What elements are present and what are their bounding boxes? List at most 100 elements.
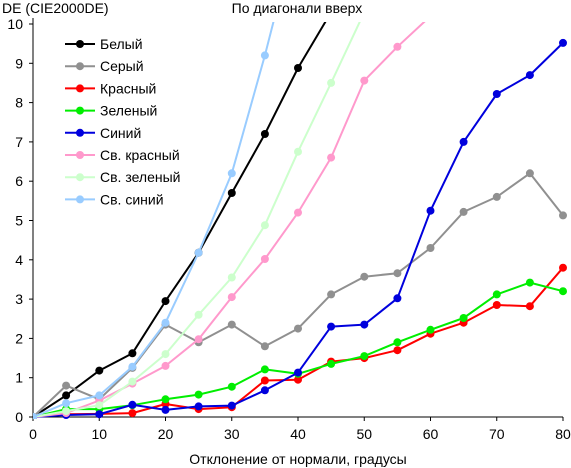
data-point — [492, 290, 501, 299]
data-point — [128, 400, 137, 409]
data-point — [260, 130, 269, 138]
data-point — [426, 325, 435, 334]
chart-title: По диагонали вверх — [232, 0, 363, 16]
legend-entry: Св. синий — [65, 191, 164, 207]
data-point — [360, 272, 369, 281]
data-point — [260, 386, 269, 395]
data-point — [393, 338, 402, 347]
data-point — [62, 391, 71, 400]
data-point — [62, 399, 71, 408]
series-line — [33, 22, 361, 418]
data-point — [161, 318, 170, 327]
data-point — [294, 208, 302, 217]
legend-label: Синий — [100, 125, 141, 141]
y-tick-label: 0 — [15, 409, 23, 425]
data-point — [227, 293, 236, 302]
data-point — [492, 301, 501, 309]
legend-label: Красный — [100, 80, 156, 96]
legend-swatch-marker — [76, 128, 84, 137]
data-point — [161, 405, 170, 414]
data-point — [525, 169, 534, 178]
y-tick-label: 6 — [15, 173, 23, 189]
data-point — [260, 221, 269, 230]
x-tick-label: 70 — [489, 426, 505, 442]
data-point — [194, 248, 203, 257]
data-point — [393, 269, 402, 278]
legend-entry: Серый — [65, 58, 144, 74]
data-point — [426, 206, 435, 215]
data-point — [426, 244, 435, 252]
data-point — [161, 395, 170, 404]
data-point — [360, 320, 369, 329]
data-point — [260, 365, 269, 374]
data-point — [525, 302, 534, 311]
data-point — [427, 12, 435, 20]
legend-entry: Синий — [65, 125, 141, 141]
data-point — [559, 263, 567, 272]
y-tick-label: 8 — [15, 95, 23, 111]
data-point — [227, 189, 236, 197]
legend-entry: Св. зеленый — [65, 169, 180, 185]
x-tick-label: 50 — [356, 426, 372, 442]
data-point — [360, 352, 369, 361]
data-point — [128, 362, 137, 371]
data-point — [161, 297, 170, 306]
legend: Белый Серый Красный Зеленый Синий Св. красный… — [65, 36, 180, 207]
legend-swatch-marker — [76, 40, 84, 48]
series-line — [33, 22, 426, 418]
legend-label: Св. красный — [100, 147, 180, 163]
data-point — [128, 409, 137, 418]
data-point — [128, 349, 137, 358]
data-point — [459, 314, 468, 322]
series-line — [33, 22, 327, 418]
data-point — [559, 38, 567, 47]
data-point — [327, 78, 336, 87]
data-point — [194, 335, 203, 344]
y-axis-label: DE (CIE2000DE) — [2, 0, 109, 16]
data-point — [327, 153, 336, 162]
legend-label: Серый — [100, 58, 144, 74]
data-point — [294, 375, 302, 384]
data-point — [95, 391, 104, 400]
data-point — [327, 322, 336, 331]
data-point — [95, 410, 104, 419]
series-line — [33, 42, 564, 418]
data-point — [360, 76, 369, 85]
data-point — [95, 401, 104, 410]
data-point — [194, 310, 203, 319]
data-point — [161, 361, 170, 370]
x-tick-label: 30 — [224, 426, 240, 442]
data-point — [294, 147, 302, 156]
legend-swatch-marker — [76, 84, 84, 93]
data-point — [393, 294, 402, 303]
legend-entry: Красный — [65, 80, 156, 96]
series-909090 — [33, 169, 567, 419]
x-axis-label: Отклонение от нормали, градусы — [189, 451, 406, 467]
data-point — [194, 390, 203, 399]
data-point — [227, 169, 236, 178]
y-tick-label: 3 — [15, 291, 23, 307]
data-point — [62, 381, 71, 390]
y-tick-label: 10 — [7, 16, 23, 32]
data-point — [559, 287, 567, 296]
data-point — [260, 342, 269, 351]
x-tick-label: 10 — [91, 426, 107, 442]
axes: 0 1 2 3 4 5 6 7 8 9 10 0 10 20 30 40 50 60 70 80 — [7, 16, 571, 442]
series-00ee00 — [33, 278, 567, 419]
data-point — [62, 407, 71, 416]
legend-swatch-marker — [76, 62, 84, 71]
x-tick-label: 60 — [423, 426, 439, 442]
y-tick-label: 2 — [15, 330, 23, 346]
data-point — [393, 346, 402, 355]
data-point — [33, 413, 37, 419]
data-point — [95, 366, 104, 375]
data-point — [260, 255, 269, 263]
data-point — [194, 402, 203, 411]
data-point — [227, 382, 236, 391]
data-point — [327, 290, 336, 299]
legend-label: Зеленый — [100, 103, 157, 119]
legend-label: Св. синий — [100, 191, 164, 207]
x-tick-label: 0 — [29, 426, 37, 442]
legend-swatch-marker — [76, 151, 84, 159]
data-point — [227, 320, 236, 329]
